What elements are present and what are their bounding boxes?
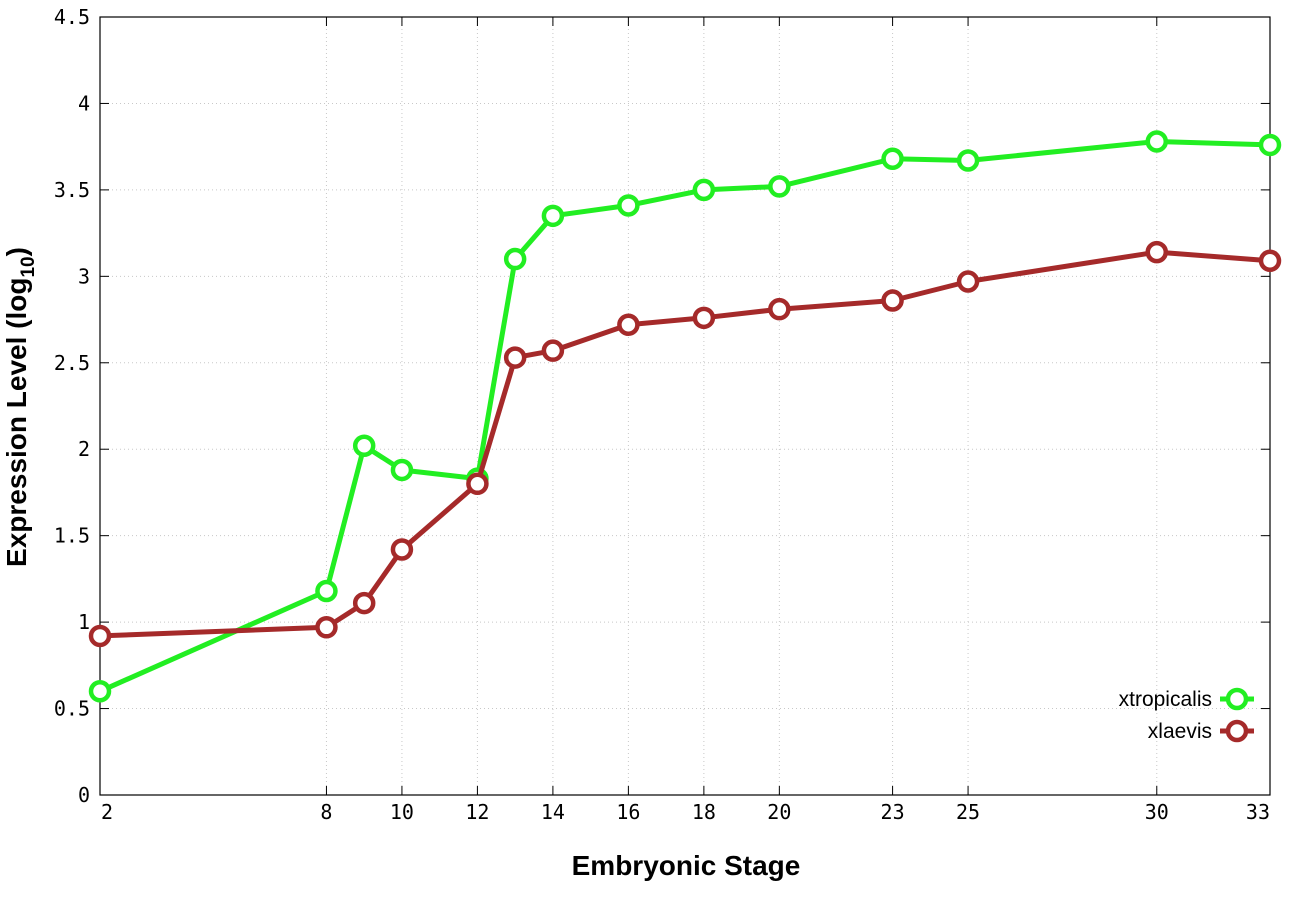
y-axis-title: Expression Level (log10) — [1, 247, 39, 567]
legend-marker — [1225, 687, 1249, 711]
data-point — [956, 270, 980, 293]
x-tick-label: 30 — [1145, 800, 1169, 824]
data-point — [768, 175, 791, 198]
axis-ticks: 0 0.5 1 1.5 2 2.5 3 3.5 4 4.5 2 8 10 12 14 16 18 20 23 25 30… — [54, 5, 1271, 824]
data-point — [541, 339, 565, 362]
data-point — [617, 194, 640, 217]
legend: xtropicalis xlaevis — [1119, 687, 1254, 743]
x-axis-title: Embryonic Stage — [572, 850, 801, 881]
series-layer — [88, 130, 1282, 703]
legend-marker — [1225, 719, 1249, 743]
legend-label: xtropicalis — [1119, 688, 1212, 711]
data-point — [541, 204, 565, 228]
data-point — [1145, 240, 1169, 264]
data-point — [315, 616, 338, 639]
y-tick-label: 4 — [78, 91, 90, 115]
x-tick-label: 10 — [390, 800, 414, 824]
series-xlaevis — [88, 240, 1282, 648]
data-point — [1145, 130, 1169, 153]
data-point — [503, 346, 527, 369]
data-point — [466, 472, 489, 496]
series-line — [98, 139, 1271, 694]
grid-lines — [100, 17, 1270, 795]
y-tick-label: 1.5 — [54, 524, 90, 548]
data-point — [352, 591, 376, 615]
series-line — [99, 249, 1271, 639]
y-tick-label: 4.5 — [54, 5, 90, 29]
data-point — [692, 178, 716, 202]
data-point — [956, 149, 980, 172]
plot-frame — [99, 16, 1271, 796]
y-tick-label: 0 — [78, 783, 90, 807]
data-point — [88, 680, 112, 703]
y-axis-title-close: ) — [1, 247, 32, 256]
data-point — [768, 297, 791, 321]
x-tick-label: 12 — [465, 800, 489, 824]
y-tick-label: 3 — [78, 264, 90, 288]
x-tick-label: 33 — [1246, 800, 1270, 824]
x-tick-label: 16 — [616, 800, 640, 824]
x-tick-label: 14 — [541, 800, 565, 824]
x-tick-label: 18 — [692, 800, 716, 824]
data-point — [1258, 133, 1282, 157]
y-tick-label: 2.5 — [54, 351, 90, 375]
legend-item-xlaevis: xlaevis — [1148, 719, 1254, 743]
data-point — [692, 306, 716, 330]
data-point — [315, 579, 338, 603]
x-tick-label: 23 — [881, 800, 905, 824]
legend-label: xlaevis — [1148, 720, 1212, 743]
x-tick-label: 20 — [767, 800, 791, 824]
data-point — [390, 458, 414, 482]
x-tick-label: 2 — [101, 800, 113, 824]
data-point — [881, 147, 904, 171]
data-point — [617, 313, 640, 336]
x-tick-label: 8 — [320, 800, 332, 824]
data-point — [88, 624, 112, 648]
data-point — [1258, 249, 1282, 273]
y-tick-label: 3.5 — [54, 178, 90, 202]
y-axis-title-main: Expression Level (log — [1, 278, 32, 567]
x-tick-label: 25 — [956, 800, 980, 824]
data-point — [390, 538, 414, 561]
data-point — [503, 247, 527, 271]
y-tick-label: 2 — [78, 437, 90, 461]
y-tick-label: 0.5 — [54, 697, 90, 721]
series-xtropicalis — [88, 130, 1282, 703]
y-axis-title-subscript: 10 — [18, 256, 39, 277]
data-point — [352, 434, 376, 458]
y-tick-label: 1 — [78, 610, 90, 634]
data-point — [881, 289, 904, 312]
legend-item-xtropicalis: xtropicalis — [1119, 687, 1254, 711]
